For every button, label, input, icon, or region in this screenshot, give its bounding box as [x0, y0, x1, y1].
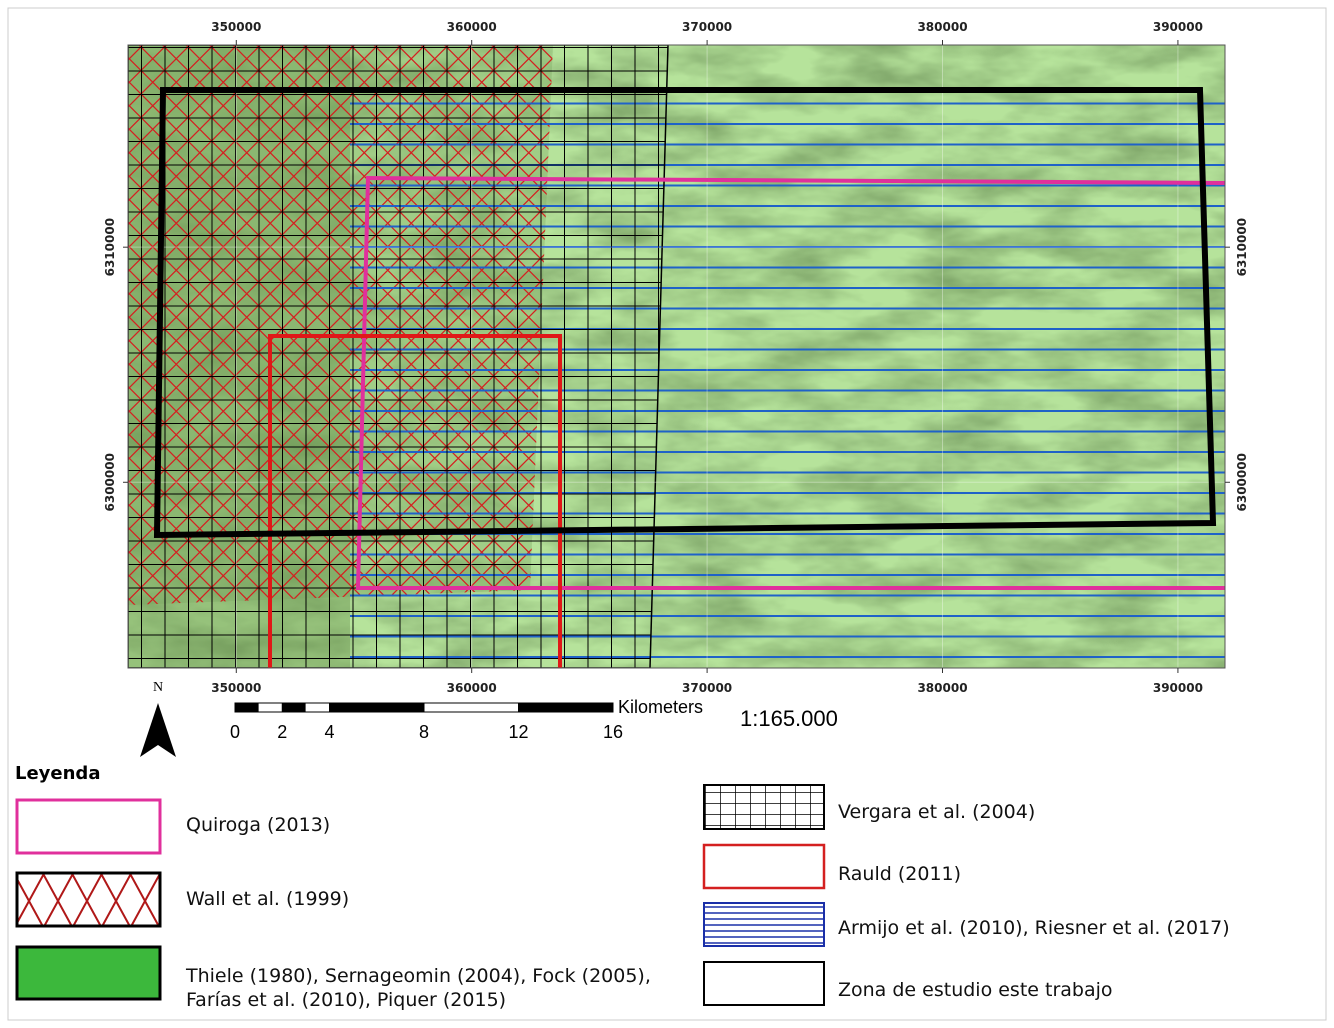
scale-unit: Kilometers	[618, 697, 703, 717]
legend-label: Thiele (1980), Sernageomin (2004), Fock …	[185, 965, 651, 987]
legend-label: Zona de estudio este trabajo	[838, 979, 1113, 1001]
x-tick-label: 370000	[682, 681, 732, 695]
scale-tick-label: 8	[419, 722, 429, 742]
scale-tick-label: 2	[277, 722, 287, 742]
page: N Kilometers 1:165.000 Leyenda Quiroga (…	[0, 0, 1334, 1028]
legend-swatch	[704, 785, 824, 829]
scale-tick-label: 16	[603, 722, 623, 742]
scale-bar-segment	[329, 703, 424, 712]
legend-swatch	[704, 845, 824, 888]
y-tick-label: 6310000	[1235, 218, 1249, 276]
x-tick-label: 380000	[917, 681, 967, 695]
map-body	[128, 45, 1225, 668]
legend-label: Armijo et al. (2010), Riesner et al. (20…	[838, 917, 1230, 939]
scale-bar-segment	[235, 703, 259, 712]
legend-label: Quiroga (2013)	[186, 814, 330, 836]
y-tick-label: 6300000	[103, 453, 117, 511]
legend-swatch	[17, 947, 160, 999]
x-tick-label: 350000	[211, 20, 261, 34]
legend-label: Rauld (2011)	[838, 863, 961, 885]
x-tick-label: 360000	[447, 681, 497, 695]
legend-label: Wall et al. (1999)	[186, 888, 349, 910]
legend-swatch	[704, 962, 824, 1005]
vergara-area	[128, 45, 668, 668]
x-tick-label: 390000	[1153, 20, 1203, 34]
x-tick-label: 380000	[917, 20, 967, 34]
y-tick-label: 6310000	[103, 218, 117, 276]
north-arrow: N	[140, 680, 176, 757]
x-tick-label: 350000	[211, 681, 261, 695]
legend-swatch	[17, 800, 160, 853]
x-tick-label: 370000	[682, 20, 732, 34]
legend-title: Leyenda	[15, 763, 100, 784]
scale-bar-segment	[282, 703, 306, 712]
y-tick-label: 6300000	[1235, 453, 1249, 511]
legend-label: Farías et al. (2010), Piquer (2015)	[186, 989, 506, 1011]
legend: Quiroga (2013) Wall et al. (1999) Thiele…	[17, 785, 1230, 1011]
scale-bar-segment	[519, 703, 613, 712]
legend-swatch	[704, 903, 824, 946]
scale-ratio: 1:165.000	[740, 706, 838, 731]
north-arrow-shape	[140, 703, 176, 757]
legend-label: Vergara et al. (2004)	[838, 801, 1035, 823]
scale-tick-label: 12	[508, 722, 528, 742]
north-label: N	[153, 680, 163, 695]
scale-tick-label: 0	[230, 722, 240, 742]
scale-tick-label: 4	[324, 722, 334, 742]
x-tick-label: 390000	[1153, 681, 1203, 695]
x-tick-label: 360000	[447, 20, 497, 34]
legend-swatch	[17, 873, 160, 926]
